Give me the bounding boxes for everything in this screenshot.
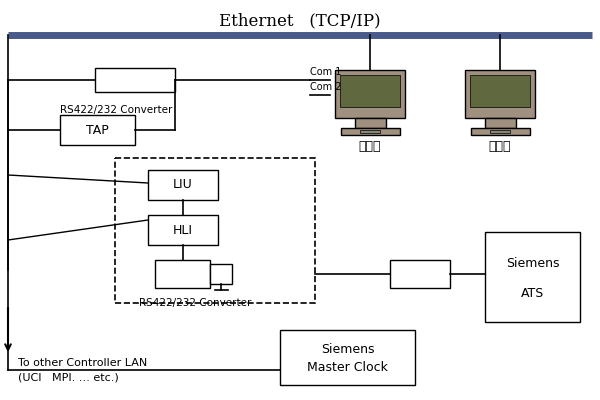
- Bar: [485, 118, 516, 128]
- Bar: [60, 115, 135, 145]
- Text: To other Controller LAN: To other Controller LAN: [18, 358, 147, 368]
- Bar: [465, 70, 535, 118]
- Text: Com 2: Com 2: [310, 82, 341, 92]
- Bar: [280, 330, 415, 385]
- Text: (UCI   MPI. … etc.): (UCI MPI. … etc.): [18, 372, 119, 382]
- Text: Com 1: Com 1: [310, 67, 341, 77]
- Bar: [355, 118, 386, 128]
- Text: Siemens: Siemens: [321, 343, 374, 356]
- Bar: [95, 68, 175, 92]
- Bar: [148, 215, 218, 245]
- Text: Ethernet   (TCP/IP): Ethernet (TCP/IP): [219, 12, 381, 29]
- Bar: [148, 170, 218, 200]
- Bar: [155, 260, 210, 288]
- Bar: [115, 158, 315, 303]
- Bar: [341, 128, 400, 135]
- Bar: [335, 70, 405, 118]
- Bar: [340, 75, 400, 107]
- Bar: [470, 75, 530, 107]
- Text: Master Clock: Master Clock: [307, 361, 388, 374]
- Bar: [471, 128, 530, 135]
- Text: ATS: ATS: [521, 287, 544, 300]
- Bar: [390, 260, 450, 288]
- Bar: [360, 130, 380, 133]
- Text: TAP: TAP: [86, 124, 109, 136]
- Text: RS422/232 Converter: RS422/232 Converter: [139, 298, 251, 308]
- Text: 备份站: 备份站: [489, 140, 511, 153]
- Text: 工作站: 工作站: [359, 140, 381, 153]
- Text: LIU: LIU: [173, 178, 193, 192]
- Text: RS422/232 Converter: RS422/232 Converter: [60, 105, 172, 115]
- Bar: [490, 130, 510, 133]
- Bar: [210, 264, 232, 284]
- Text: HLI: HLI: [173, 224, 193, 236]
- Text: Siemens: Siemens: [506, 257, 559, 270]
- Bar: [485, 232, 580, 322]
